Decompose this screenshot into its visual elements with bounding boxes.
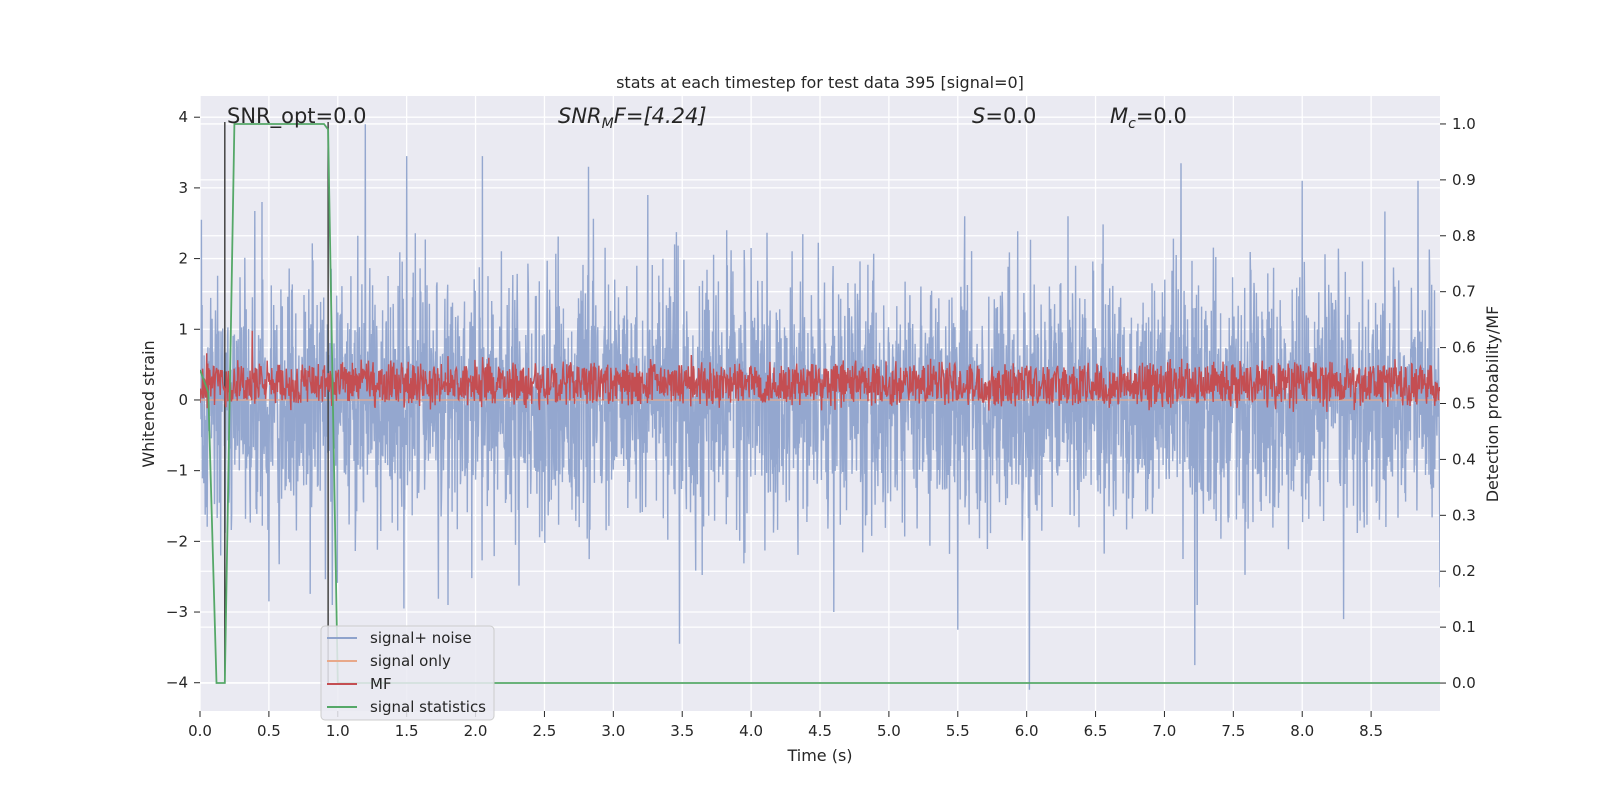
x-tick-label-2: 1.0 xyxy=(326,722,350,740)
ticks: 0.0 0.5 1.0 1.5 2.0 2.5 3.0 3.5 4.0 4.5 5.0 5.5 6.0 6… xyxy=(166,108,1476,740)
annotation-s: S=0.0 xyxy=(972,104,1036,128)
y-left-tick-label-8: −4 xyxy=(166,674,188,692)
y-right-tick-label-5: 0.5 xyxy=(1452,395,1476,413)
y-left-tick-label-2: 2 xyxy=(178,250,188,268)
y-right-tick-label-9: 0.1 xyxy=(1452,618,1476,636)
y-left-tick-label-6: −2 xyxy=(166,532,188,550)
y-right-tick-label-4: 0.6 xyxy=(1452,339,1476,357)
annotation-snr-mf: SNRMF=[4.24] xyxy=(558,104,707,132)
y-left-tick-label-4: 0 xyxy=(178,391,188,409)
x-tick-label-9: 4.5 xyxy=(808,722,832,740)
legend-label-signal-statistics: signal statistics xyxy=(370,698,486,716)
x-axis-title: Time (s) xyxy=(786,746,852,765)
x-tick-label-1: 0.5 xyxy=(257,722,281,740)
x-tick-label-15: 7.5 xyxy=(1221,722,1245,740)
series-layer xyxy=(200,121,1440,690)
x-tick-label-5: 2.5 xyxy=(533,722,557,740)
y-left-tick-label-1: 3 xyxy=(178,179,188,197)
y-left-tick-label-3: 1 xyxy=(178,320,188,338)
legend-box xyxy=(320,625,495,721)
y-right-axis-title: Detection probability/MF xyxy=(1483,306,1502,503)
y-left-tick-label-7: −3 xyxy=(166,603,188,621)
x-tick-label-8: 4.0 xyxy=(739,722,763,740)
y-right-tick-label-2: 0.8 xyxy=(1452,227,1476,245)
x-tick-label-10: 5.0 xyxy=(877,722,901,740)
x-tick-label-0: 0.0 xyxy=(188,722,212,740)
y-right-tick-label-1: 0.9 xyxy=(1452,171,1476,189)
series-signal-statistics-line xyxy=(200,123,1440,684)
x-tick-label-4: 2.0 xyxy=(464,722,488,740)
annotation-mc: Mc=0.0 xyxy=(1110,104,1187,132)
chart-title: stats at each timestep for test data 395… xyxy=(616,73,1024,92)
legend-label-signal-noise: signal+ noise xyxy=(370,629,472,647)
x-tick-label-16: 8.0 xyxy=(1290,722,1314,740)
y-left-tick-label-5: −1 xyxy=(166,462,188,480)
x-tick-label-14: 7.0 xyxy=(1153,722,1177,740)
y-right-tick-label-3: 0.7 xyxy=(1452,283,1476,301)
y-left-axis-title: Whitened strain xyxy=(139,340,158,467)
x-tick-label-3: 1.5 xyxy=(395,722,419,740)
y-right-tick-label-0: 1.0 xyxy=(1452,115,1476,133)
x-tick-label-7: 3.5 xyxy=(670,722,694,740)
series-mf-line xyxy=(200,330,1440,412)
y-right-tick-label-8: 0.2 xyxy=(1452,562,1476,580)
legend: signal+ noise signal only MF signal stat… xyxy=(320,625,495,721)
x-tick-label-12: 6.0 xyxy=(1015,722,1039,740)
x-tick-label-17: 8.5 xyxy=(1359,722,1383,740)
legend-label-mf: MF xyxy=(370,675,392,693)
x-tick-label-6: 3.0 xyxy=(601,722,625,740)
y-left-tick-label-0: 4 xyxy=(178,108,188,126)
y-right-tick-label-7: 0.3 xyxy=(1452,506,1476,524)
x-tick-label-11: 5.5 xyxy=(946,722,970,740)
series-signal-noise-line xyxy=(200,124,1440,690)
y-right-tick-label-10: 0.0 xyxy=(1452,674,1476,692)
x-tick-label-13: 6.5 xyxy=(1084,722,1108,740)
y-right-tick-label-6: 0.4 xyxy=(1452,450,1476,468)
legend-label-signal-only: signal only xyxy=(370,652,451,670)
annotation-snr-opt: SNR_opt=0.0 xyxy=(227,104,367,129)
